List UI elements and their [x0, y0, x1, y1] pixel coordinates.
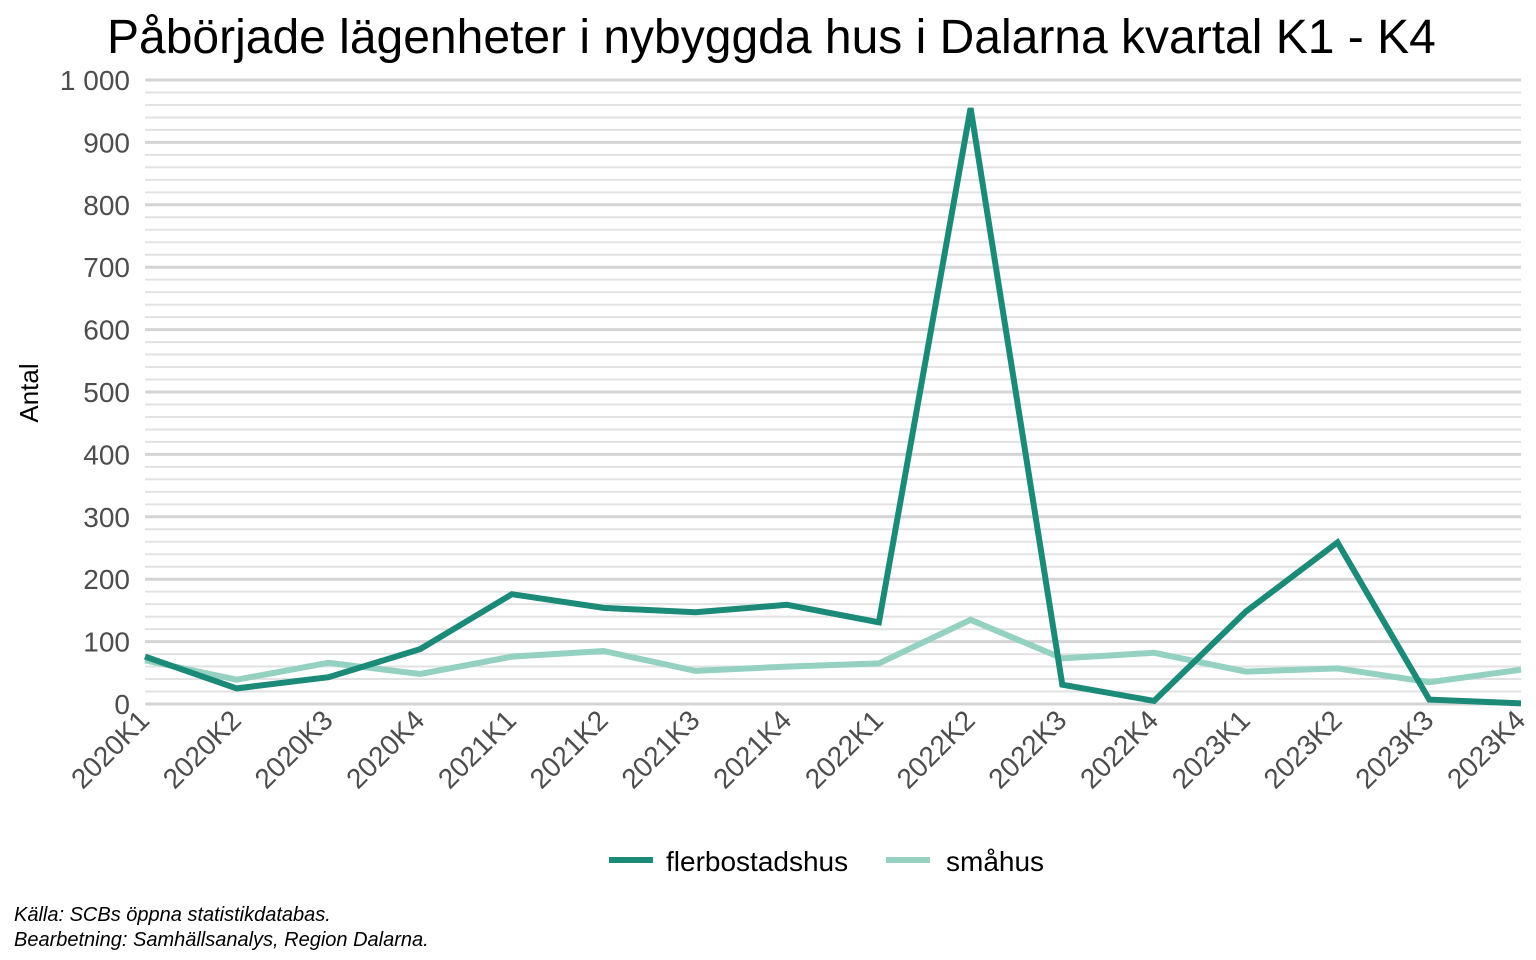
y-tick-label: 800 [83, 190, 130, 221]
data-point [1062, 684, 1063, 685]
series-line-småhus [144, 616, 1522, 686]
data-point [145, 660, 146, 661]
data-point [1062, 658, 1063, 659]
data-point [1245, 671, 1246, 672]
data-point [970, 108, 971, 109]
x-tick-label: 2020K2 [157, 704, 247, 794]
caption-processing: Bearbetning: Samhällsanalys, Region Dala… [14, 929, 429, 951]
y-tick-label: 600 [83, 315, 130, 346]
y-tick-label: 200 [83, 564, 130, 595]
x-tick-label: 2023K3 [1349, 704, 1439, 794]
y-tick-label: 0 [114, 689, 130, 720]
y-tick-label: 1 000 [60, 65, 130, 96]
x-tick-label: 2021K4 [707, 704, 797, 794]
data-point [1429, 682, 1430, 683]
y-tick-label: 900 [83, 127, 130, 158]
series-line-flerbostadshus [144, 107, 1522, 707]
y-tick-label: 700 [83, 252, 130, 283]
chart-title: Påbörjade lägenheter i nybyggda hus i Da… [107, 11, 1436, 64]
data-point [878, 622, 879, 623]
data-point [511, 594, 512, 595]
x-axis-ticks: 2020K1 2020K2 2020K3 2020K4 2021K1 2021K2 2021… [65, 704, 1531, 794]
series-lines [144, 107, 1522, 707]
x-tick-label: 2020K3 [249, 704, 339, 794]
x-tick-label: 2022K4 [1074, 704, 1164, 794]
x-tick-label: 2023K2 [1258, 704, 1348, 794]
x-tick-label: 2022K3 [982, 704, 1072, 794]
x-tick-label: 2021K2 [524, 704, 614, 794]
data-point [1521, 703, 1522, 704]
x-tick-label: 2021K3 [615, 704, 705, 794]
y-axis-ticks: 0 100 200 300 400 500 600 700 800 900 1 000 [60, 65, 130, 720]
data-point [878, 663, 879, 664]
y-tick-label: 100 [83, 627, 130, 658]
data-point [1245, 611, 1246, 612]
data-point [787, 666, 788, 667]
x-tick-label: 2023K1 [1166, 704, 1256, 794]
data-point [1154, 652, 1155, 653]
y-tick-label: 300 [83, 502, 130, 533]
x-tick-label: 2022K2 [891, 704, 981, 794]
data-point [1337, 542, 1338, 543]
data-point [603, 607, 604, 608]
data-point [603, 650, 604, 651]
x-tick-label: 2020K1 [65, 704, 155, 794]
x-tick-label: 2022K1 [799, 704, 889, 794]
data-point [236, 679, 237, 680]
data-point [420, 649, 421, 650]
data-point [420, 674, 421, 675]
grid [145, 78, 1521, 706]
data-point [695, 670, 696, 671]
data-point [787, 604, 788, 605]
x-tick-label: 2020K4 [340, 704, 430, 794]
data-point [145, 656, 146, 657]
data-point [1337, 668, 1338, 669]
y-tick-label: 400 [83, 439, 130, 470]
data-point [970, 619, 971, 620]
data-point [328, 677, 329, 678]
x-tick-label: 2021K1 [432, 704, 522, 794]
data-point [1154, 700, 1155, 701]
data-point [1521, 669, 1522, 670]
y-tick-label: 500 [83, 377, 130, 408]
y-axis-label: Antal [14, 363, 44, 422]
data-point [695, 612, 696, 613]
legend: flerbostadshus småhus [609, 846, 1044, 877]
data-point [236, 688, 237, 689]
legend-label-flerbostadshus: flerbostadshus [666, 846, 848, 877]
x-tick-label: 2023K4 [1441, 704, 1531, 794]
data-point [511, 656, 512, 657]
caption-source: Källa: SCBs öppna statistikdatabas. [14, 904, 331, 926]
data-point [328, 662, 329, 663]
data-point [1429, 699, 1430, 700]
legend-label-småhus: småhus [946, 846, 1044, 877]
